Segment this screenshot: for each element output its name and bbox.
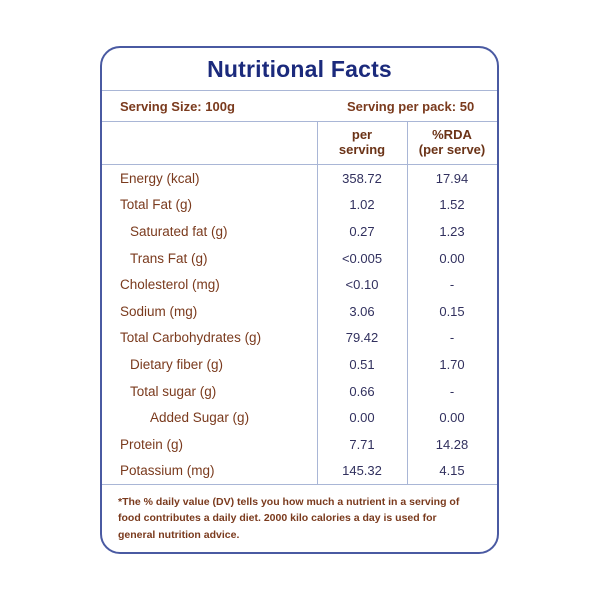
nutrient-label: Dietary fiber (g) (130, 356, 224, 372)
nutrition-facts-card: Nutritional Facts Serving Size: 100g Ser… (100, 46, 499, 554)
table-row: Sodium (mg) 3.06 0.15 (102, 298, 497, 325)
per-serving-value: 358.72 (342, 170, 382, 186)
table-row: Saturated fat (g) 0.27 1.23 (102, 218, 497, 245)
title-row: Nutritional Facts (102, 48, 497, 90)
page-title: Nutritional Facts (207, 55, 392, 82)
per-serving-value: 7.71 (349, 436, 375, 452)
serving-size-label: Serving Size: 100g (120, 98, 235, 114)
rda-value: - (449, 330, 455, 346)
daily-value-footnote: *The % daily value (DV) tells you how mu… (118, 496, 460, 541)
rda-value: - (449, 277, 455, 293)
per-serving-value: 0.51 (349, 356, 375, 372)
per-serving-column-header: per serving (338, 127, 386, 157)
per-serving-value: 0.66 (349, 383, 375, 399)
rda-column-header: %RDA (per serve) (418, 127, 486, 157)
column-divider (317, 122, 318, 485)
table-row: Energy (kcal) 358.72 17.94 (102, 165, 497, 192)
table-row: Potassium (mg) 145.32 4.15 (102, 458, 497, 485)
table-row: Total Carbohydrates (g) 79.42 - (102, 325, 497, 352)
nutrient-label: Cholesterol (mg) (120, 277, 220, 293)
rda-value: - (449, 383, 455, 399)
table-row: Total Fat (g) 1.02 1.52 (102, 192, 497, 219)
nutrient-label: Total sugar (g) (130, 383, 217, 399)
rda-value: 17.94 (435, 170, 469, 186)
table-row: Added Sugar (g) 0.00 0.00 (102, 404, 497, 431)
divider (102, 164, 497, 165)
divider (102, 484, 497, 486)
per-serving-value: 0.00 (349, 410, 375, 426)
rda-value: 1.52 (439, 197, 465, 213)
nutrient-label: Trans Fat (g) (130, 250, 208, 266)
per-serving-value: 3.06 (349, 303, 375, 319)
serving-per-pack-label: Serving per pack: 50 (347, 98, 475, 114)
divider (102, 121, 497, 122)
nutrient-label: Total Carbohydrates (g) (120, 330, 262, 346)
table-row: Total sugar (g) 0.66 - (102, 378, 497, 405)
rda-value: 0.00 (439, 250, 465, 266)
rda-value: 1.23 (439, 223, 465, 239)
nutrient-label: Saturated fat (g) (130, 223, 228, 239)
table-header-row: per serving %RDA (per serve) (102, 122, 497, 164)
table-row: Cholesterol (mg) <0.10 - (102, 271, 497, 298)
rda-value: 0.00 (439, 410, 465, 426)
rda-value: 0.15 (439, 303, 465, 319)
rda-value: 14.28 (435, 436, 469, 452)
per-serving-value: 0.27 (349, 223, 375, 239)
nutrient-label: Potassium (mg) (120, 463, 215, 479)
nutrition-table: per serving %RDA (per serve) Energy (kca… (102, 122, 497, 485)
nutrient-label: Total Fat (g) (120, 197, 193, 213)
per-serving-value: <0.10 (345, 277, 379, 293)
table-row: Trans Fat (g) <0.005 0.00 (102, 245, 497, 272)
nutrient-label: Added Sugar (g) (150, 410, 250, 426)
column-divider (407, 122, 408, 485)
rda-value: 4.15 (439, 463, 465, 479)
per-serving-value: 79.42 (345, 330, 379, 346)
per-serving-value: 1.02 (349, 197, 375, 213)
serving-info-row: Serving Size: 100g Serving per pack: 50 (102, 91, 497, 121)
per-serving-value: 145.32 (342, 463, 382, 479)
divider (102, 90, 497, 91)
nutrient-label: Sodium (mg) (120, 303, 198, 319)
table-row: Protein (g) 7.71 14.28 (102, 431, 497, 458)
table-row: Dietary fiber (g) 0.51 1.70 (102, 351, 497, 378)
nutrient-label: Energy (kcal) (120, 170, 200, 186)
rda-value: 1.70 (439, 356, 465, 372)
nutrient-label: Protein (g) (120, 436, 184, 452)
per-serving-value: <0.005 (341, 250, 383, 266)
